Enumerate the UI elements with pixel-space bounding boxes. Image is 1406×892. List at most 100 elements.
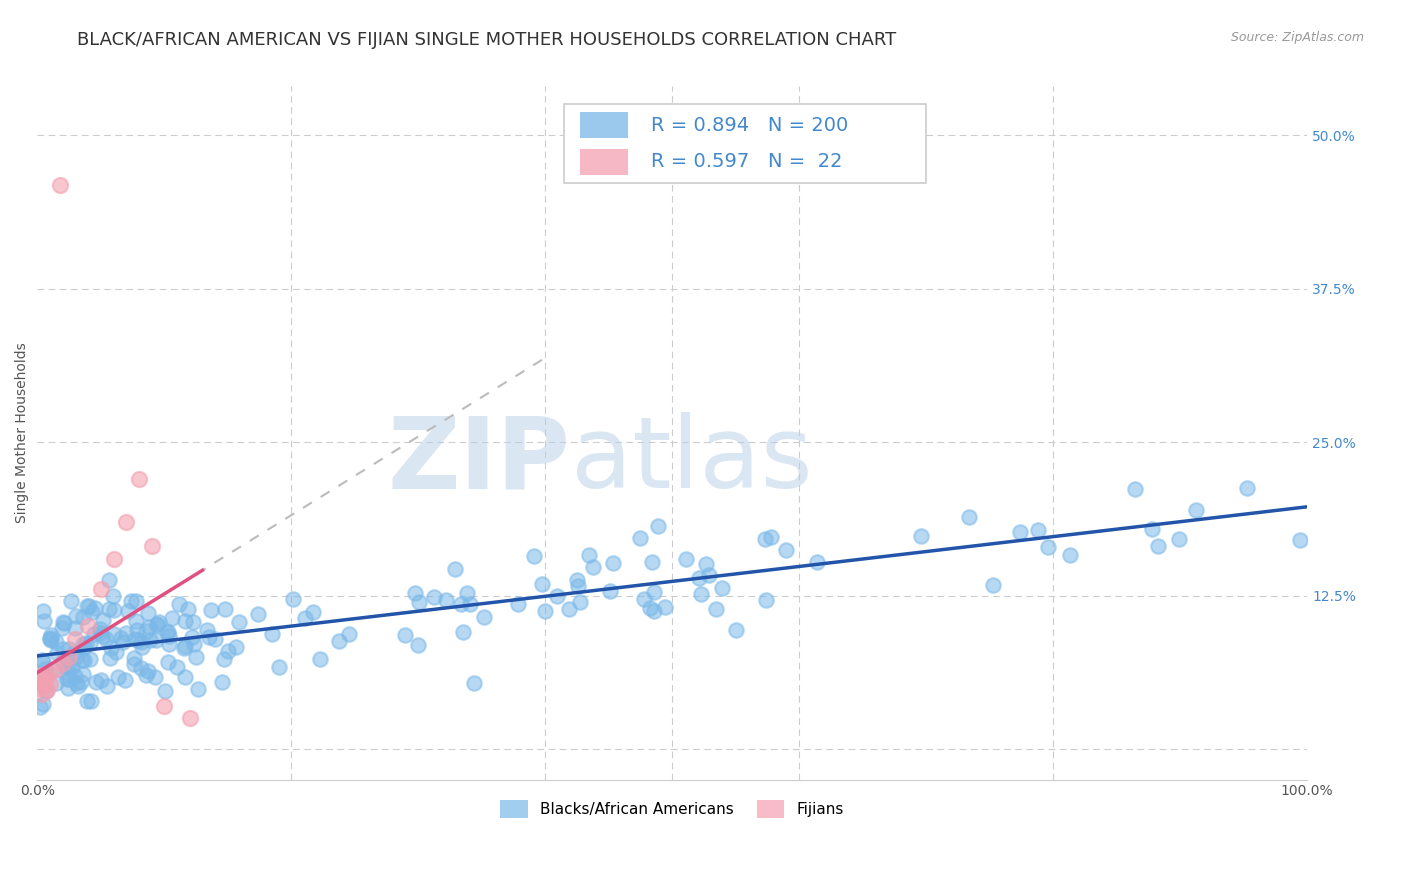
Point: [56, 660, 79, 674]
Point: [699, 567, 721, 582]
Point: [31, 687, 53, 701]
Point: [654, 599, 676, 614]
Point: [115, 625, 138, 640]
Point: [160, 611, 183, 625]
Point: [72, 667, 94, 681]
Point: [453, 624, 475, 639]
Point: [558, 602, 581, 616]
Point: [56, 651, 79, 665]
Text: ZIP: ZIP: [388, 412, 571, 509]
Point: [228, 615, 250, 630]
Point: [122, 651, 145, 665]
Point: [647, 519, 669, 533]
Point: [65, 649, 87, 664]
Point: [704, 602, 727, 616]
Point: [434, 592, 457, 607]
Point: [281, 592, 304, 607]
Point: [183, 637, 205, 651]
Point: [1008, 524, 1031, 539]
Point: [84, 601, 107, 615]
Point: [173, 640, 195, 655]
Point: [131, 635, 153, 649]
Point: [58, 641, 80, 656]
Text: R = 0.894   N = 200: R = 0.894 N = 200: [651, 116, 848, 135]
Point: [1167, 532, 1189, 546]
Point: [82, 605, 104, 619]
Point: [1146, 539, 1168, 553]
Point: [567, 579, 589, 593]
Point: [129, 660, 152, 674]
Point: [96, 632, 118, 646]
Point: [90, 629, 112, 643]
Point: [103, 603, 125, 617]
Point: [531, 576, 554, 591]
Point: [138, 620, 160, 634]
Point: [37, 683, 59, 698]
Text: Source: ZipAtlas.com: Source: ZipAtlas.com: [1230, 31, 1364, 45]
Point: [212, 652, 235, 666]
Point: [51, 621, 73, 635]
Point: [76, 599, 98, 613]
Point: [65, 632, 87, 646]
Point: [127, 632, 149, 647]
Point: [90, 582, 112, 597]
Point: [124, 632, 146, 646]
Point: [136, 606, 159, 620]
Point: [110, 632, 132, 646]
Point: [456, 586, 478, 600]
Point: [28, 700, 51, 714]
Point: [63, 646, 86, 660]
Point: [211, 674, 233, 689]
FancyBboxPatch shape: [564, 103, 927, 184]
Point: [100, 641, 122, 656]
Point: [217, 644, 239, 658]
Point: [28, 681, 51, 695]
Point: [690, 587, 713, 601]
Point: [128, 472, 150, 486]
Point: [463, 676, 485, 690]
Point: [569, 595, 592, 609]
Point: [135, 624, 157, 639]
Point: [97, 573, 120, 587]
Point: [56, 666, 79, 681]
Point: [32, 604, 55, 618]
Point: [52, 642, 75, 657]
Point: [35, 671, 58, 685]
Point: [957, 510, 980, 524]
Point: [104, 645, 127, 659]
Point: [45, 676, 67, 690]
Point: [675, 551, 697, 566]
Point: [39, 632, 62, 647]
Point: [39, 677, 62, 691]
Point: [91, 613, 114, 627]
Point: [65, 669, 87, 683]
Point: [145, 632, 167, 647]
Point: [90, 673, 112, 687]
Point: [34, 668, 56, 682]
Point: [522, 549, 544, 563]
Point: [174, 639, 197, 653]
Point: [79, 652, 101, 666]
Point: [80, 693, 103, 707]
Point: [72, 653, 94, 667]
Point: [450, 597, 472, 611]
Point: [32, 697, 55, 711]
Point: [184, 649, 207, 664]
Point: [181, 630, 204, 644]
Point: [198, 630, 221, 644]
Point: [641, 555, 664, 569]
Point: [58, 649, 80, 664]
Point: [120, 594, 142, 608]
Point: [408, 595, 430, 609]
Point: [173, 670, 195, 684]
Point: [60, 660, 83, 674]
Point: [200, 603, 222, 617]
Point: [127, 623, 149, 637]
Point: [394, 627, 416, 641]
Point: [173, 614, 195, 628]
Point: [49, 178, 72, 192]
Point: [72, 653, 94, 667]
Point: [89, 625, 111, 640]
Point: [39, 627, 62, 641]
Point: [32, 677, 55, 691]
